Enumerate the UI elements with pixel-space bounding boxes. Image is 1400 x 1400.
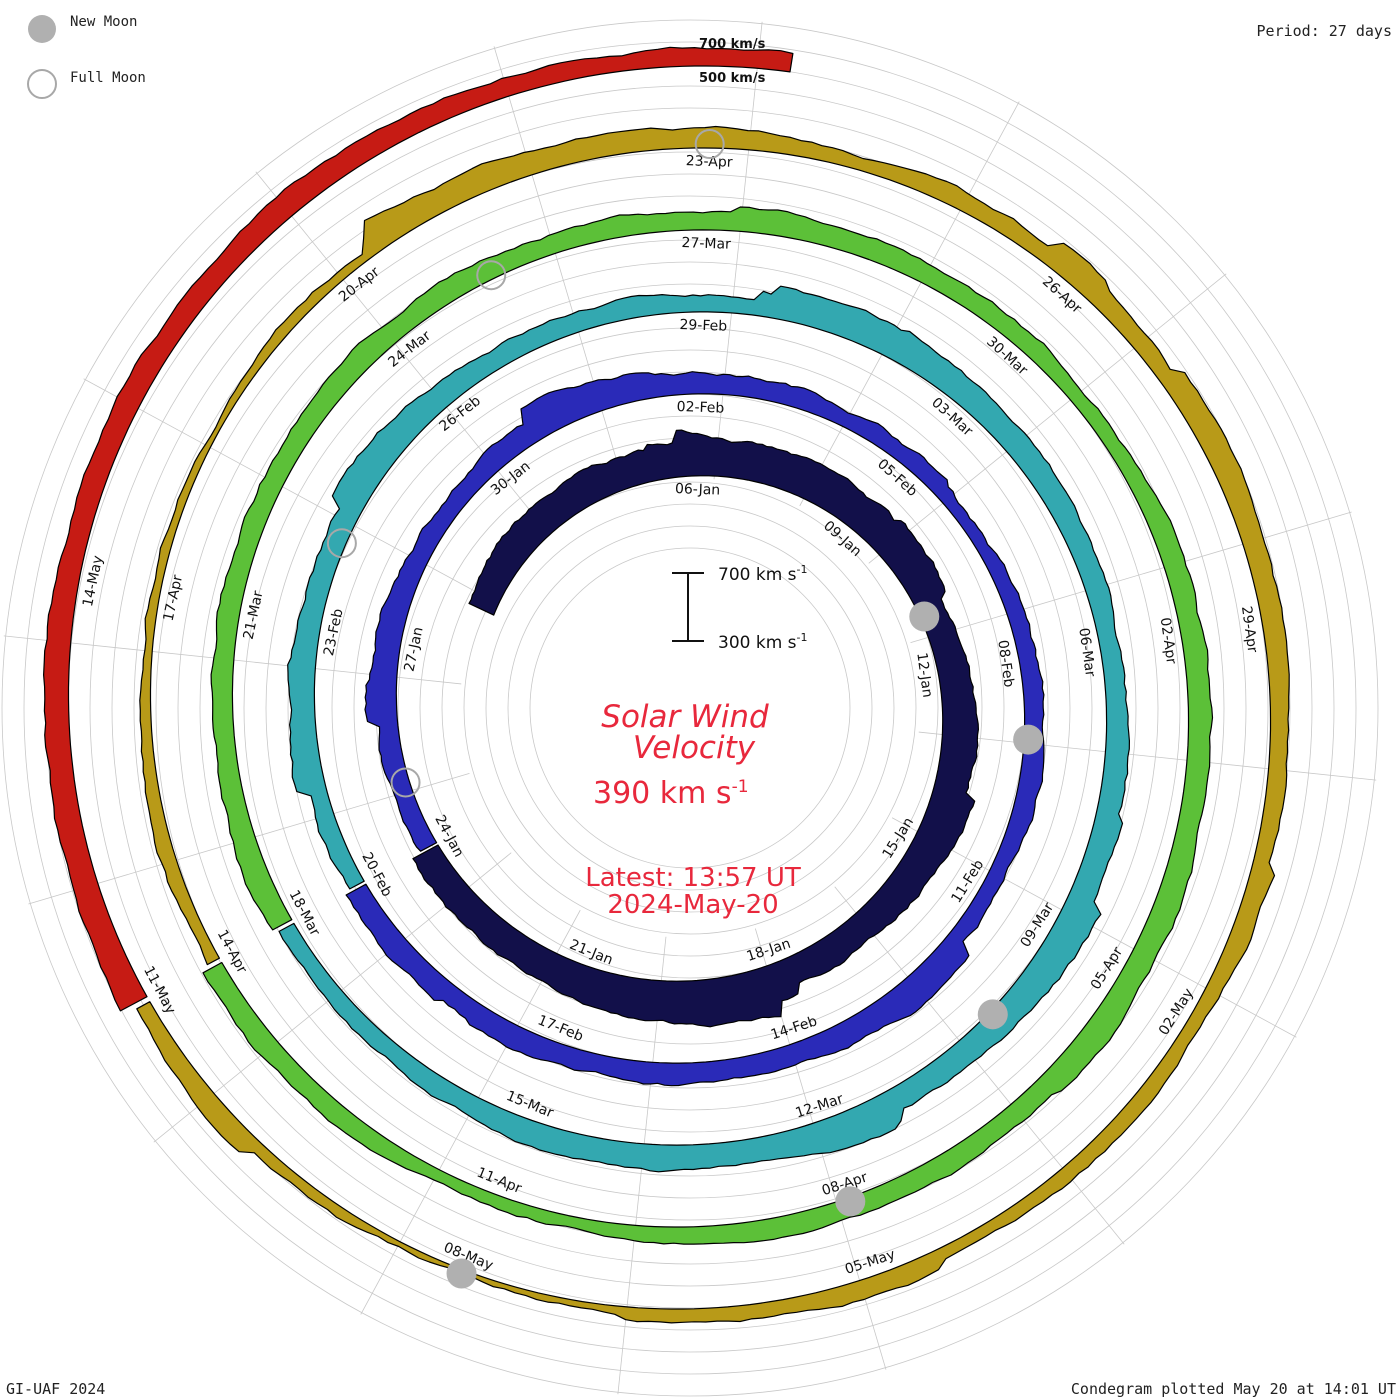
grid-spoke: [493, 46, 626, 488]
date-label: 27-Mar: [681, 235, 731, 253]
latest-time-label: Latest: 13:57 UT: [585, 863, 801, 893]
grid-spoke: [910, 511, 1352, 644]
full-moon-marker: [694, 129, 725, 160]
grid-ring: [507, 525, 873, 891]
period-label: Period: 27 days: [1256, 22, 1392, 40]
full-moon-marker: [390, 767, 421, 798]
date-label: 08-Feb: [994, 639, 1016, 689]
date-label: 06-Jan: [675, 481, 721, 499]
outer-500-label: 500 km/s: [699, 71, 766, 86]
date-label: 12-Jan: [913, 652, 935, 699]
date-label: 06-Mar: [1075, 627, 1098, 678]
date-label: 23-Feb: [321, 607, 347, 657]
full-moon-marker: [476, 260, 507, 291]
svg-text:390 km s-1: 390 km s-1: [593, 776, 749, 811]
center-title: Solar Wind Velocity 390 km s-1 Latest: 1…: [585, 699, 801, 920]
new-moon-marker: [1013, 724, 1044, 755]
current-speed-exp: -1: [732, 777, 749, 797]
new-moon-marker: [977, 999, 1008, 1030]
footer-credit: GI-UAF 2024: [6, 1380, 106, 1398]
new-moon-marker: [835, 1186, 866, 1217]
date-label: 02-Apr: [1157, 617, 1179, 666]
scale-high-exp: -1: [797, 563, 808, 576]
footer-plot-time: Condegram plotted May 20 at 14:01 UT: [1070, 1380, 1396, 1398]
moon-markers: [326, 129, 1044, 1289]
full-moon-icon: [27, 69, 57, 99]
date-label: 23-Apr: [685, 153, 733, 171]
new-moon-label: New Moon: [70, 14, 138, 30]
full-moon-marker: [326, 528, 357, 559]
grid-spoke: [868, 273, 1227, 564]
grid-spoke: [918, 731, 1377, 781]
outer-700-label: 700 km/s: [699, 37, 766, 52]
new-moon-icon: [28, 15, 56, 43]
velocity-band-3: [278, 285, 1130, 1173]
grid-ring: [89, 107, 1291, 1309]
scale-low-label: 300 km s: [718, 633, 797, 653]
current-speed-value: 390 km s: [593, 776, 732, 811]
velocity-band-5: [136, 125, 1290, 1324]
date-label: 02-Feb: [676, 399, 724, 417]
scale-bar: 700 km s-1 300 km s-1: [672, 563, 808, 653]
new-moon-marker: [909, 601, 940, 632]
date-label: 14-May: [80, 554, 106, 608]
title-line-2: Velocity: [633, 730, 756, 766]
velocity-bands: [43, 46, 1290, 1324]
date-label: 29-Feb: [679, 317, 727, 335]
grid-spoke: [713, 21, 763, 480]
date-label: 17-Apr: [161, 573, 186, 622]
grid-spoke: [891, 817, 1297, 1038]
svg-text:300 km s-1: 300 km s-1: [718, 631, 808, 653]
scale-high-label: 700 km s: [718, 565, 797, 585]
scale-low-exp: -1: [797, 631, 808, 644]
date-label: 27-Jan: [402, 626, 427, 674]
full-moon-label: Full Moon: [70, 70, 146, 86]
velocity-band-4: [202, 206, 1214, 1245]
svg-text:700 km s-1: 700 km s-1: [718, 563, 808, 585]
title-line-1: Solar Wind: [601, 699, 769, 735]
grid-spoke: [834, 886, 1125, 1245]
velocity-band-6: [43, 46, 794, 1012]
velocity-band-1: [412, 429, 979, 1028]
date-label: 21-Mar: [241, 589, 267, 641]
date-label: 29-Apr: [1238, 605, 1260, 654]
grid-ring: [529, 547, 851, 869]
grid-ring: [133, 151, 1247, 1265]
grid-ring: [23, 41, 1357, 1375]
new-moon-marker: [446, 1258, 477, 1289]
grid-ring: [1, 19, 1379, 1397]
grid-ring: [485, 503, 895, 913]
latest-date-label: 2024-May-20: [607, 890, 778, 920]
grid-spoke: [799, 101, 1020, 507]
grid-ring: [463, 481, 917, 935]
velocity-band-2: [345, 371, 1045, 1087]
